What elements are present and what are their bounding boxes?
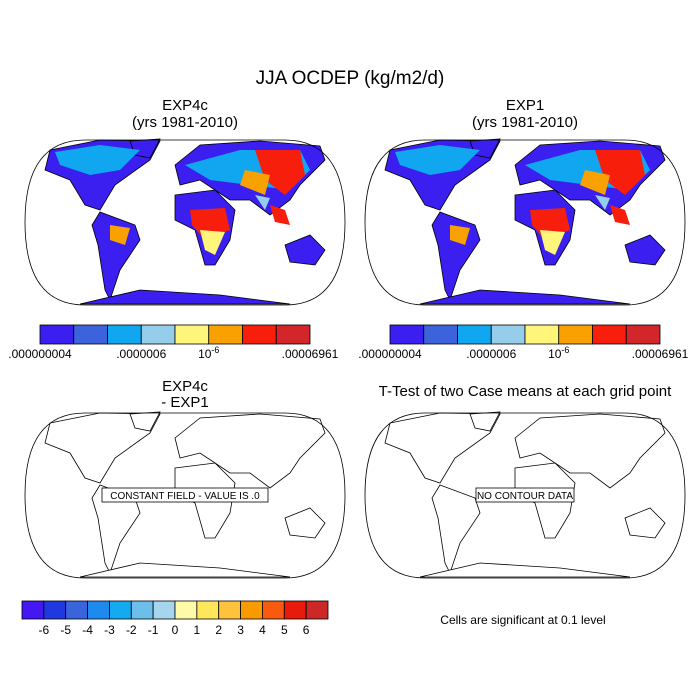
colorbar-box [524,324,560,345]
colorbar-box [218,600,241,620]
colorbar-label: .000000004 [8,347,72,361]
panel-title: EXP4c [162,378,208,395]
panel-title: EXP4c [162,97,208,114]
colorbar-label: 10-6 [548,345,569,361]
colorbar-label: 10-6 [198,345,219,361]
colorbar-label: 2 [215,623,222,637]
panel-caption: Cells are significant at 0.1 level [440,613,605,627]
colorbar-box [558,324,593,345]
colorbar-box [592,324,627,345]
colorbar-label: 1 [194,623,201,637]
colorbar-label: 4 [259,623,266,637]
label-base: 10 [198,347,212,361]
colorbar-box [240,600,263,620]
colorbar-box [107,324,142,345]
colorbar-box [73,324,108,345]
colorbar-box [21,600,45,620]
panel-subtitle: (yrs 1981-2010) [472,114,578,131]
colorbar-box [283,600,307,620]
colorbar-label: .00006961 [632,347,689,361]
colorbar-box [87,600,110,620]
colorbar-label: 6 [303,623,310,637]
figure-title: JJA OCDEP (kg/m2/d) [256,68,445,89]
panel-note: NO CONTOUR DATA [477,491,573,502]
colorbar-label: 3 [237,623,244,637]
colorbar-label: -3 [104,623,115,637]
colorbar-box [39,324,75,345]
colorbar-box [140,324,176,345]
colorbar-box [174,324,210,345]
colorbar-box [208,324,243,345]
note-box [475,487,575,503]
colorbar-label: -4 [82,623,93,637]
colorbar-label: .0000006 [466,347,516,361]
note-box [101,487,269,503]
colorbar-box [490,324,526,345]
colorbar-box [423,324,458,345]
label-exponent: -6 [561,345,569,355]
panel-title: EXP1 [506,97,544,114]
colorbar-box [242,324,277,345]
colorbar-label: -2 [126,623,137,637]
colorbar-box [389,324,425,345]
colorbar-label: -6 [39,623,50,637]
label-exponent: -6 [211,345,219,355]
colorbar-box [275,324,311,345]
colorbar-label: 5 [281,623,288,637]
colorbar-box [457,324,492,345]
colorbar-box [625,324,661,345]
colorbar-box [196,600,220,620]
panel-subtitle: - EXP1 [161,394,209,411]
label-base: 10 [548,347,562,361]
colorbar-box [130,600,154,620]
map-panel [364,138,686,306]
colorbar-box [305,600,329,620]
panel-note: CONSTANT FIELD - VALUE IS .0 [110,491,260,502]
colorbar-box [109,600,132,620]
colorbar-label: .000000004 [358,347,422,361]
colorbar-box [152,600,176,620]
colorbar-label: -1 [148,623,159,637]
panel-subtitle: (yrs 1981-2010) [132,114,238,131]
map-panel [24,138,346,306]
colorbar-box [65,600,88,620]
colorbar-box [43,600,67,620]
colorbars: .000000004.0000006 10-6.00006961.00000000… [8,324,689,637]
panel-title: T-Test of two Case means at each grid po… [379,383,672,400]
colorbar-box [262,600,285,620]
colorbar-label: .0000006 [116,347,166,361]
colorbar-label: .00006961 [282,347,339,361]
colorbar-label: 0 [172,623,179,637]
colorbar-box [174,600,198,620]
colorbar-label: -5 [60,623,71,637]
